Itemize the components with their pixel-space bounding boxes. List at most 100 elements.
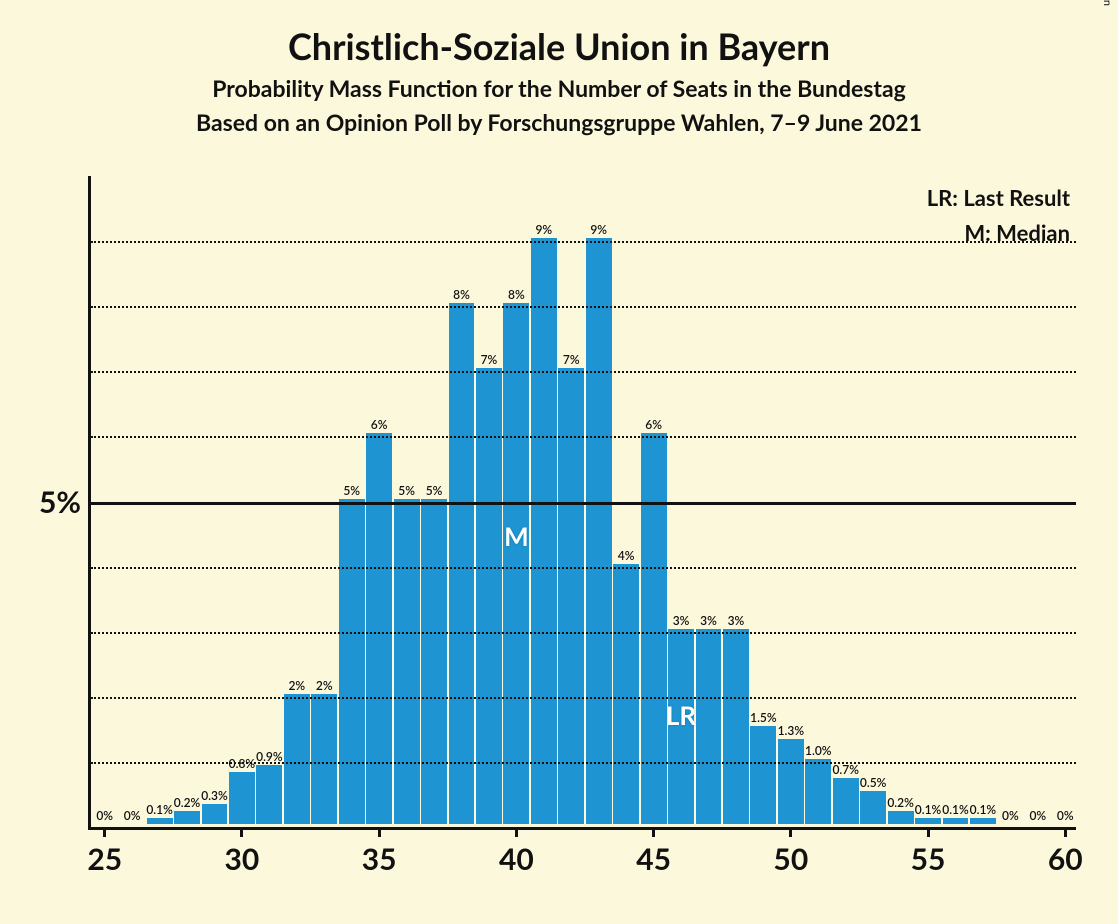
grid-line [91, 762, 1076, 764]
bar-value-label: 3% [700, 613, 717, 629]
grid-line [91, 502, 1076, 505]
bar-value-label: 0.5% [860, 775, 887, 791]
x-tick-mark [378, 827, 381, 837]
titles-block: Christlich-Soziale Union in Bayern Proba… [0, 0, 1118, 136]
x-tick-label: 60 [1048, 841, 1083, 877]
bar: 3%LR [668, 629, 694, 824]
bar: 0.5% [860, 791, 886, 824]
x-tick-mark [1064, 827, 1067, 837]
plot-area: LR: Last Result M: Median 0%0%0.1%0.2%0.… [88, 176, 1076, 830]
bar-value-label: 3% [728, 613, 745, 629]
bar: 5% [394, 499, 420, 825]
bar-value-label: 9% [590, 222, 607, 238]
bar-value-label: 0.2% [174, 795, 201, 811]
bar: 6% [641, 433, 667, 824]
bar-value-label: 0% [1057, 808, 1074, 824]
bar-value-label: 5% [343, 483, 360, 499]
bar: 0.8% [229, 772, 255, 824]
x-tick-mark [927, 827, 930, 837]
grid-line [91, 632, 1076, 634]
bar-value-label: 6% [371, 417, 388, 433]
bar: 6% [366, 433, 392, 824]
grid-line [91, 436, 1076, 438]
bar: 3% [723, 629, 749, 824]
bar-value-label: 0.1% [942, 802, 969, 818]
bar-value-label: 0% [96, 808, 113, 824]
bar: 0.9% [256, 765, 282, 824]
bar-value-label: 0.1% [970, 802, 997, 818]
grid-line [91, 697, 1076, 699]
x-tick-label: 40 [499, 841, 534, 877]
bar-value-label: 9% [535, 222, 552, 238]
bar-value-label: 0.1% [146, 802, 173, 818]
bar-value-label: 2% [288, 678, 305, 694]
bar-value-label: 0% [1002, 808, 1019, 824]
bar-value-label: 4% [618, 548, 635, 564]
bar: 5% [339, 499, 365, 825]
bar-value-label: 0.7% [832, 762, 859, 778]
bar-value-label: 0.3% [201, 788, 228, 804]
bar: 9% [586, 238, 612, 824]
bar-value-label: 5% [426, 483, 443, 499]
bar-value-label: 8% [508, 287, 525, 303]
grid-line [91, 567, 1076, 569]
bar: 0.2% [888, 811, 914, 824]
bar-value-label: 1.3% [778, 723, 805, 739]
bar: 0.2% [174, 811, 200, 824]
x-axis: 2530354045505560 [91, 827, 1076, 887]
x-tick-label: 25 [87, 841, 122, 877]
bar-value-label: 6% [645, 417, 662, 433]
x-tick-mark [789, 827, 792, 837]
bar-value-label: 1.0% [805, 743, 832, 759]
bar: 0.7% [833, 778, 859, 824]
bar: 0.1% [915, 818, 941, 825]
bar-value-label: 7% [481, 352, 498, 368]
x-tick-mark [240, 827, 243, 837]
chart-title: Christlich-Soziale Union in Bayern [0, 24, 1118, 68]
bar: 3% [696, 629, 722, 824]
bar-value-label: 0.2% [887, 795, 914, 811]
chart-subtitle-1: Probability Mass Function for the Number… [0, 74, 1118, 102]
bar: 4% [613, 564, 639, 824]
y-tick-label: 5% [39, 484, 91, 520]
bar: 0.1% [147, 818, 173, 825]
bar-value-label: 7% [563, 352, 580, 368]
grid-line [91, 371, 1076, 373]
bar-value-label: 3% [673, 613, 690, 629]
x-tick-mark [515, 827, 518, 837]
bar: 1.5% [750, 726, 776, 824]
bar-value-label: 0.8% [229, 756, 256, 772]
bar: 9% [531, 238, 557, 824]
x-tick-label: 45 [636, 841, 671, 877]
x-tick-label: 35 [362, 841, 397, 877]
bar: 1.0% [805, 759, 831, 824]
grid-line [91, 241, 1076, 243]
last-result-marker: LR [666, 699, 696, 731]
bar-value-label: 0% [1029, 808, 1046, 824]
bar-value-label: 1.5% [750, 710, 777, 726]
bar: 0.1% [970, 818, 996, 825]
bar-value-label: 2% [316, 678, 333, 694]
x-tick-mark [652, 827, 655, 837]
x-tick-label: 50 [773, 841, 808, 877]
bars-container: 0%0%0.1%0.2%0.3%0.8%0.9%2%2%5%6%5%5%8%7%… [91, 176, 1076, 824]
median-marker: M [504, 520, 529, 552]
x-tick-label: 55 [911, 841, 946, 877]
bar: 2% [284, 694, 310, 824]
copyright-text: © 2021 Filip van Laenen [1101, 0, 1114, 6]
grid-line [91, 306, 1076, 308]
bar: 0.1% [943, 818, 969, 825]
bar-value-label: 0% [124, 808, 141, 824]
bar: 8%M [503, 303, 529, 824]
bar: 5% [421, 499, 447, 825]
bar: 2% [311, 694, 337, 824]
bar: 0.3% [202, 804, 228, 824]
chart-area: LR: Last Result M: Median 0%0%0.1%0.2%0.… [88, 176, 1076, 830]
bar: 1.3% [778, 739, 804, 824]
chart-subtitle-2: Based on an Opinion Poll by Forschungsgr… [0, 108, 1118, 136]
bar-value-label: 8% [453, 287, 470, 303]
bar: 8% [449, 303, 475, 824]
x-tick-mark [103, 827, 106, 837]
x-tick-label: 30 [225, 841, 260, 877]
bar-value-label: 5% [398, 483, 415, 499]
